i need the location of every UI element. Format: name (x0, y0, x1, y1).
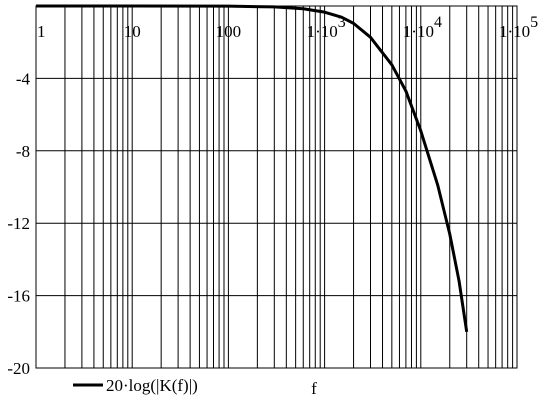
x-tick-label: 10 (124, 22, 141, 41)
plot-border (35, 5, 518, 369)
x-tick-label: 1·103 (307, 14, 346, 41)
y-tick-label: -4 (16, 69, 31, 88)
series-line (36, 4, 469, 333)
plot-frame (35, 5, 518, 369)
y-tick-label: -16 (7, 287, 30, 306)
legend: 20·log(|K(f)|) (73, 376, 198, 395)
y-tick-labels: -4 -8 -12 -16 -20 (7, 69, 30, 378)
y-tick-label: -12 (7, 214, 30, 233)
x-tick-exponent: 4 (434, 14, 442, 31)
x-tick-label: 1 (37, 22, 46, 41)
x-tick-exponent: 3 (338, 14, 346, 31)
series-layer (36, 4, 469, 333)
legend-label: 20·log(|K(f)|) (106, 376, 198, 395)
y-tick-label: -20 (7, 359, 30, 378)
x-tick-label: 1·105 (499, 14, 538, 41)
x-tick-labels: 1 10 100 1·103 1·104 1·105 (37, 14, 538, 41)
y-tick-label: -8 (16, 142, 30, 161)
x-tick-label: 100 (216, 22, 242, 41)
x-axis-label: f (311, 379, 317, 398)
x-tick-exponent: 5 (530, 14, 538, 31)
grid-lines (35, 5, 517, 369)
x-tick-label: 1·104 (403, 14, 442, 41)
